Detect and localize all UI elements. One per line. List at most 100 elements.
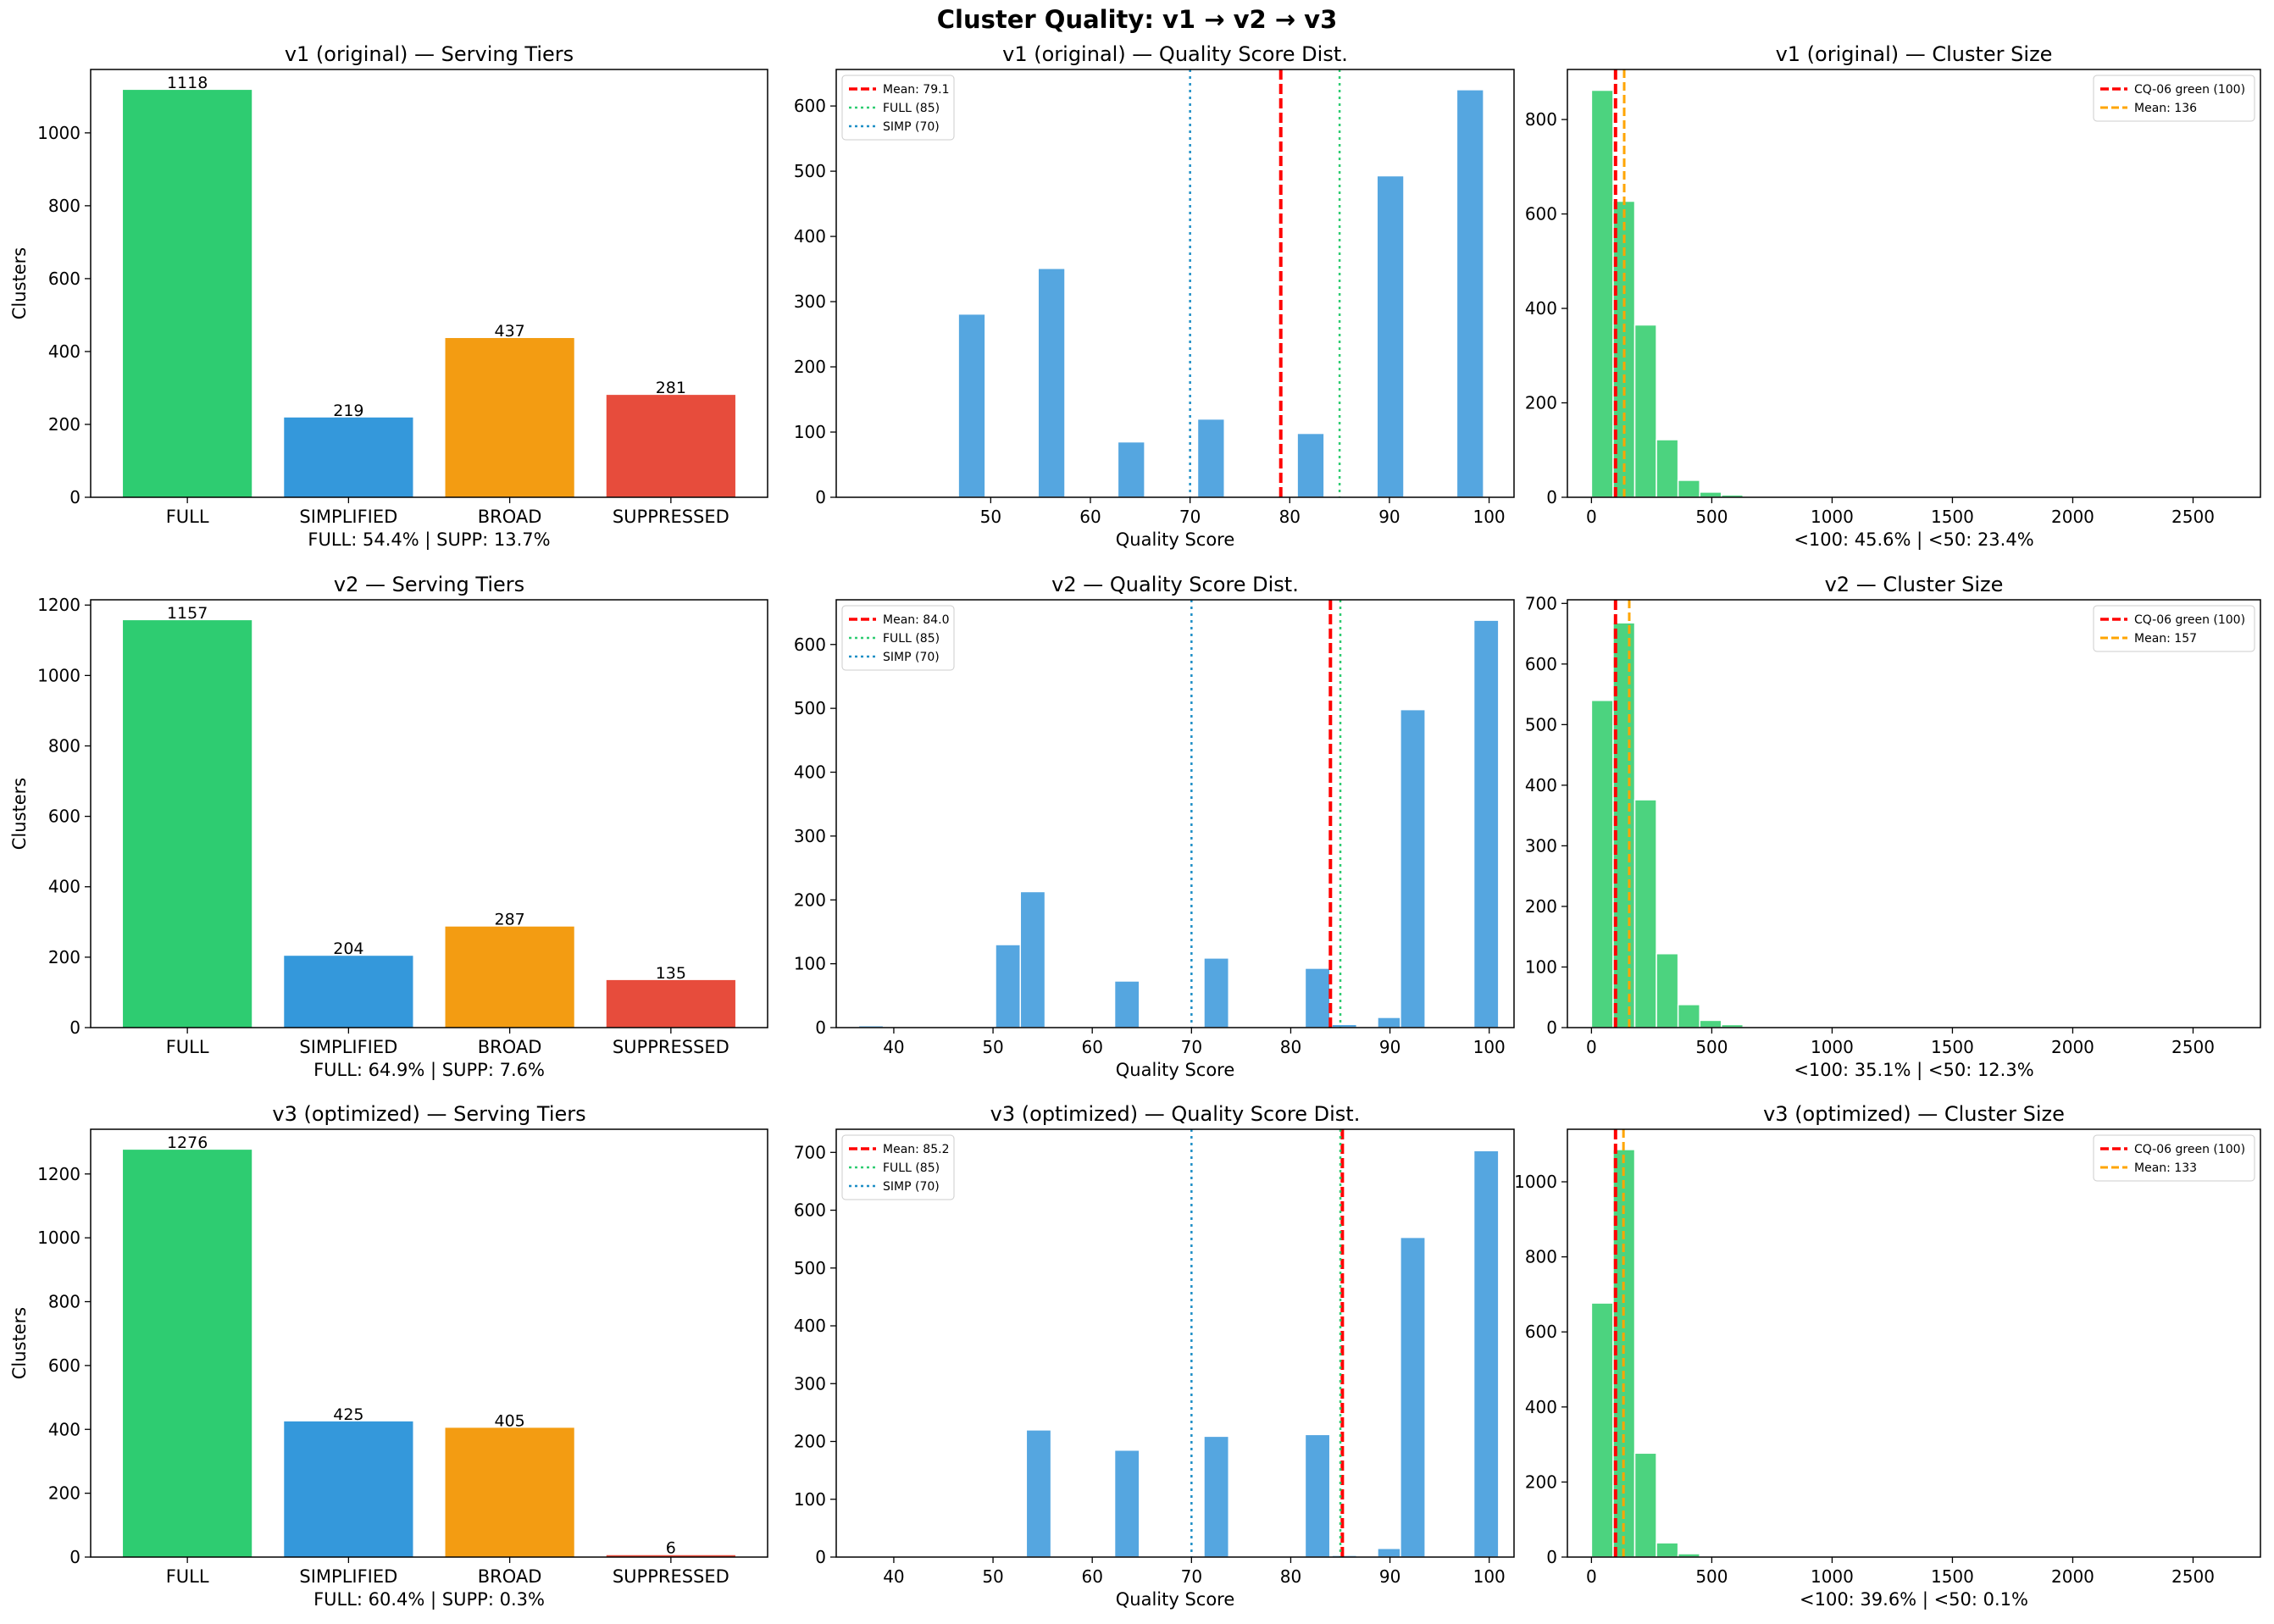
bar-simplified — [284, 956, 413, 1028]
x-tick-label: 80 — [1280, 1566, 1301, 1587]
bar-suppressed — [606, 979, 735, 1028]
panel-subtitle: <100: 35.1% | <50: 12.3% — [1794, 1060, 2033, 1081]
x-tick-label: 500 — [1695, 1037, 1728, 1057]
histogram-bar — [1304, 1433, 1331, 1558]
x-tick-label: 500 — [1695, 507, 1728, 527]
y-tick-label: 200 — [1525, 1472, 1557, 1492]
bar-suppressed — [606, 1555, 735, 1557]
bar-simplified — [284, 1421, 413, 1557]
histogram-bar — [1699, 491, 1722, 498]
y-tick-label: 200 — [48, 947, 80, 967]
axes-frame — [90, 599, 768, 1028]
panel-v2-quality: v2 — Quality Score Dist. 0 100 200 300 400 500… — [794, 573, 1515, 1080]
y-tick-label: 500 — [794, 1258, 826, 1278]
x-tick-label: 2000 — [2051, 507, 2094, 527]
x-tick-label: SIMPLIFIED — [299, 1037, 397, 1057]
x-tick-label: 70 — [1179, 507, 1201, 527]
legend-entry: CQ-06 green (100) — [2134, 1143, 2245, 1156]
panel-subtitle: FULL: 60.4% | SUPP: 0.3% — [313, 1589, 545, 1610]
y-tick-label: 0 — [815, 1017, 826, 1038]
y-tick-label: 0 — [1546, 1017, 1557, 1038]
x-tick-label: 1000 — [1811, 1037, 1854, 1057]
legend-entry: Mean: 85.2 — [883, 1143, 949, 1156]
axes-frame — [835, 69, 1515, 498]
y-axis-label: Clusters — [9, 1307, 30, 1379]
panel-title: v2 — Quality Score Dist. — [1051, 573, 1299, 596]
y-tick-label: 500 — [1525, 714, 1557, 734]
y-tick-label: 500 — [794, 698, 826, 718]
x-tick-label: 0 — [1586, 1037, 1597, 1057]
y-tick-label: 1000 — [37, 1228, 80, 1248]
y-tick-label: 100 — [1525, 956, 1557, 977]
y-tick-label: 0 — [1546, 487, 1557, 507]
bar-full — [123, 90, 252, 497]
y-tick-label: 400 — [48, 877, 80, 897]
x-tick-label: 90 — [1379, 1037, 1400, 1057]
x-tick-label: SUPPRESSED — [613, 507, 729, 527]
panel-v3-tiers: v3 (optimized) — Serving Tiers 0 200 400 600… — [9, 1102, 768, 1610]
x-tick-label: SIMPLIFIED — [299, 1566, 397, 1587]
bar-value-label: 135 — [656, 964, 686, 983]
legend: Mean: 84.0 FULL (85) SIMP (70) — [841, 605, 955, 671]
x-tick-label: 1500 — [1931, 1566, 1974, 1587]
x-tick-label: 2000 — [2051, 1566, 2094, 1587]
panel-title: v1 (original) — Cluster Size — [1776, 42, 2053, 66]
histogram-bar — [1113, 980, 1140, 1028]
axes-frame — [90, 69, 768, 498]
legend-entry: CQ-06 green (100) — [2134, 613, 2245, 627]
y-tick-label: 400 — [794, 226, 826, 247]
y-tick-label: 300 — [1525, 835, 1557, 856]
y-tick-label: 300 — [794, 1373, 826, 1394]
x-tick-label: 1500 — [1931, 507, 1974, 527]
histogram-bar — [1677, 1004, 1700, 1028]
histogram-bar — [1633, 799, 1657, 1028]
y-axis-label: Clusters — [9, 247, 30, 319]
axes-frame — [835, 599, 1515, 1028]
legend-entry: FULL (85) — [883, 102, 940, 115]
x-tick-label: 60 — [1081, 1566, 1102, 1587]
y-tick-label: 600 — [794, 635, 826, 655]
x-tick-label: 40 — [883, 1566, 904, 1587]
bar-full — [123, 1150, 252, 1557]
panel-subtitle: <100: 45.6% | <50: 23.4% — [1794, 529, 2033, 551]
legend-entry: SIMP (70) — [883, 651, 940, 664]
x-tick-label: 2500 — [2171, 1037, 2215, 1057]
y-tick-label: 400 — [1525, 1397, 1557, 1417]
legend-box — [841, 1134, 955, 1200]
axes-frame — [1567, 599, 2261, 1028]
x-tick-label: 100 — [1473, 1566, 1506, 1587]
bar-full — [123, 620, 252, 1028]
x-tick-label: 40 — [883, 1037, 904, 1057]
panel-v3-size: v3 (optimized) — Cluster Size 0 200 400 600 8… — [1514, 1102, 2261, 1610]
bar-value-label: 6 — [666, 1539, 676, 1558]
bar-value-label: 281 — [656, 379, 686, 397]
y-tick-label: 1000 — [1514, 1172, 1557, 1192]
y-tick-label: 600 — [794, 1200, 826, 1221]
histogram-bar — [1656, 439, 1679, 498]
histogram-bar — [1196, 418, 1225, 498]
y-tick-label: 800 — [48, 735, 80, 756]
y-tick-label: 400 — [48, 1419, 80, 1439]
legend-box — [2093, 1134, 2255, 1182]
y-tick-label: 600 — [48, 269, 80, 289]
y-tick-label: 1000 — [37, 665, 80, 685]
y-tick-label: 600 — [48, 1355, 80, 1376]
y-tick-label: 200 — [1525, 393, 1557, 413]
legend-entry: FULL (85) — [883, 1161, 940, 1175]
y-tick-label: 1200 — [37, 595, 80, 615]
y-tick-label: 600 — [794, 96, 826, 116]
bar-value-label: 287 — [494, 911, 524, 929]
x-tick-label: 70 — [1181, 1037, 1202, 1057]
legend-entry: Mean: 133 — [2134, 1161, 2197, 1175]
legend-entry: FULL (85) — [883, 632, 940, 646]
x-tick-label: 90 — [1379, 1566, 1400, 1587]
x-tick-label: 70 — [1181, 1566, 1202, 1587]
bar-simplified — [284, 417, 413, 497]
legend-entry: CQ-06 green (100) — [2134, 83, 2245, 97]
histogram-bar — [1113, 1449, 1140, 1558]
y-tick-label: 700 — [794, 1142, 826, 1162]
histogram-bar — [1656, 952, 1679, 1028]
y-axis-label: Clusters — [9, 778, 30, 850]
y-tick-label: 200 — [794, 1432, 826, 1452]
x-tick-label: FULL — [166, 1566, 209, 1587]
